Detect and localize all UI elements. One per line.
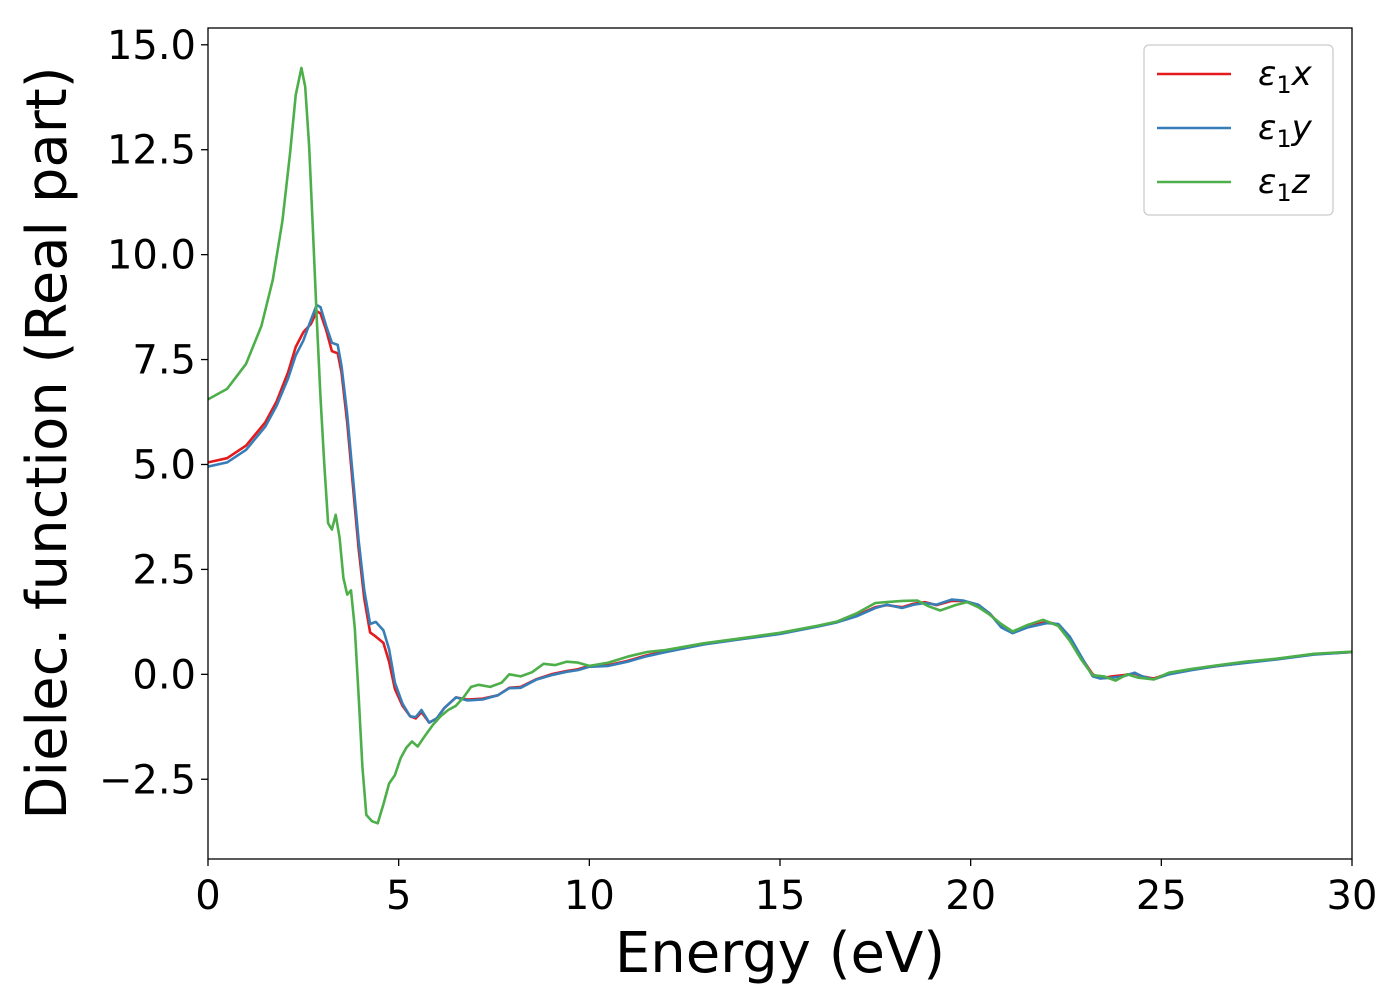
y-tick-label: 5.0 <box>132 442 196 488</box>
y-axis-ticks: −2.5 0.0 2.5 5.0 7.5 10.0 12.5 15.0 <box>99 23 208 803</box>
legend: ε1x ε1y ε1z <box>1143 44 1334 216</box>
y-tick-label: 10.0 <box>107 233 196 279</box>
y-tick-label: 7.5 <box>132 338 196 384</box>
x-tick-label: 10 <box>564 873 615 919</box>
legend-box <box>1143 44 1334 216</box>
x-tick-label: 5 <box>386 873 411 919</box>
x-tick-label: 30 <box>1327 873 1378 919</box>
x-axis-label: Energy (eV) <box>615 921 945 986</box>
x-axis-ticks: 0 5 10 15 20 25 30 <box>195 859 1377 919</box>
series-lines <box>208 66 1352 825</box>
y-tick-label: 12.5 <box>107 128 196 174</box>
x-tick-label: 15 <box>755 873 806 919</box>
y-tick-label: 15.0 <box>107 23 196 69</box>
legend-entries: ε1x ε1y ε1z <box>1157 54 1313 207</box>
legend-label-x: ε1x <box>1258 54 1313 99</box>
x-tick-label: 0 <box>195 873 220 919</box>
legend-label-z: ε1z <box>1258 162 1311 207</box>
x-tick-label: 20 <box>945 873 996 919</box>
y-tick-label: 2.5 <box>132 547 196 593</box>
y-axis-label: Dielec. function (Real part) <box>15 66 80 819</box>
series-line-z <box>208 66 1352 825</box>
y-tick-label: 0.0 <box>132 652 196 698</box>
x-tick-label: 25 <box>1136 873 1187 919</box>
y-tick-label: −2.5 <box>99 757 196 803</box>
legend-label-y: ε1y <box>1258 108 1313 153</box>
